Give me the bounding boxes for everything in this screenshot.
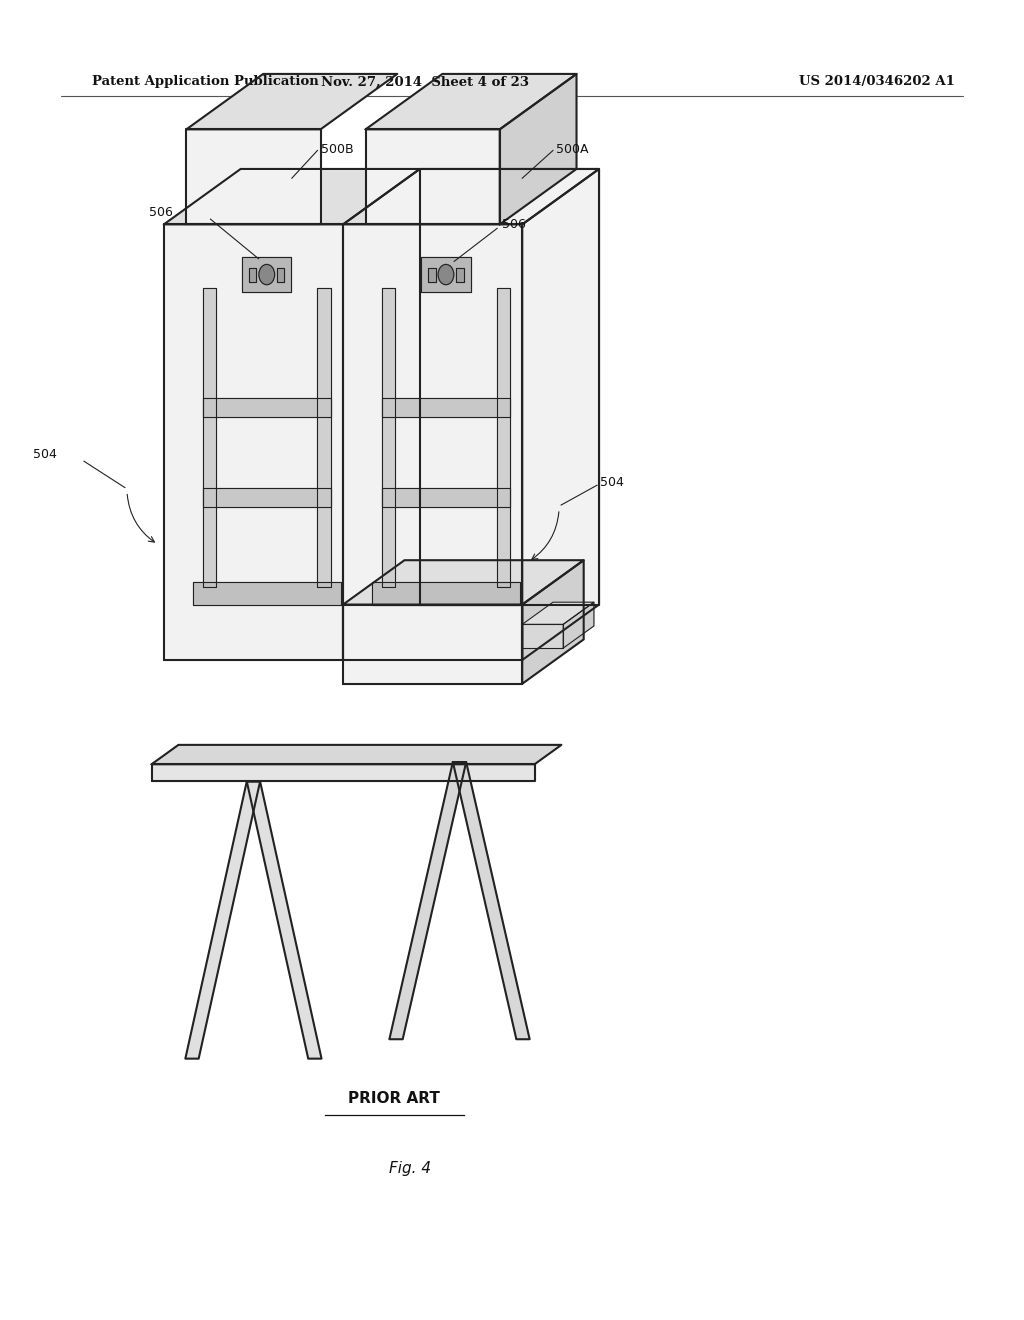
Polygon shape: [186, 74, 397, 129]
Text: 504: 504: [600, 477, 624, 490]
Polygon shape: [382, 288, 395, 587]
Polygon shape: [243, 257, 292, 292]
Circle shape: [259, 264, 274, 285]
Polygon shape: [186, 129, 321, 224]
Polygon shape: [366, 74, 577, 129]
Text: 500B: 500B: [321, 143, 353, 156]
Polygon shape: [203, 488, 331, 507]
Polygon shape: [317, 288, 331, 587]
Polygon shape: [428, 268, 435, 281]
Text: PRIOR ART: PRIOR ART: [348, 1090, 440, 1106]
Polygon shape: [152, 744, 561, 764]
Polygon shape: [500, 74, 577, 224]
Polygon shape: [164, 169, 420, 224]
Polygon shape: [522, 560, 584, 684]
Text: 504: 504: [33, 447, 56, 461]
Polygon shape: [382, 399, 510, 417]
Polygon shape: [247, 781, 322, 1059]
Polygon shape: [152, 764, 535, 781]
Polygon shape: [372, 582, 520, 605]
Polygon shape: [343, 169, 599, 224]
Text: 500A: 500A: [556, 143, 589, 156]
Polygon shape: [193, 582, 341, 605]
Polygon shape: [343, 560, 584, 605]
Polygon shape: [278, 268, 285, 281]
Polygon shape: [457, 268, 464, 281]
Text: US 2014/0346202 A1: US 2014/0346202 A1: [799, 75, 954, 88]
Polygon shape: [185, 781, 260, 1059]
Polygon shape: [522, 169, 599, 660]
Polygon shape: [497, 288, 510, 587]
Text: 506: 506: [150, 206, 173, 219]
Polygon shape: [522, 602, 594, 624]
Polygon shape: [343, 224, 522, 660]
Polygon shape: [203, 288, 216, 587]
Polygon shape: [421, 257, 470, 292]
Polygon shape: [382, 488, 510, 507]
Polygon shape: [522, 624, 563, 648]
Text: Nov. 27, 2014  Sheet 4 of 23: Nov. 27, 2014 Sheet 4 of 23: [321, 75, 529, 88]
Polygon shape: [164, 224, 343, 660]
Polygon shape: [249, 268, 256, 281]
Polygon shape: [563, 602, 594, 648]
Polygon shape: [203, 399, 331, 417]
Polygon shape: [343, 605, 522, 684]
Polygon shape: [453, 762, 529, 1039]
Polygon shape: [366, 129, 500, 224]
Text: Patent Application Publication: Patent Application Publication: [92, 75, 318, 88]
Polygon shape: [420, 169, 599, 605]
Text: 506: 506: [502, 218, 526, 231]
Circle shape: [438, 264, 454, 285]
Polygon shape: [389, 762, 466, 1039]
Text: Fig. 4: Fig. 4: [388, 1160, 431, 1176]
